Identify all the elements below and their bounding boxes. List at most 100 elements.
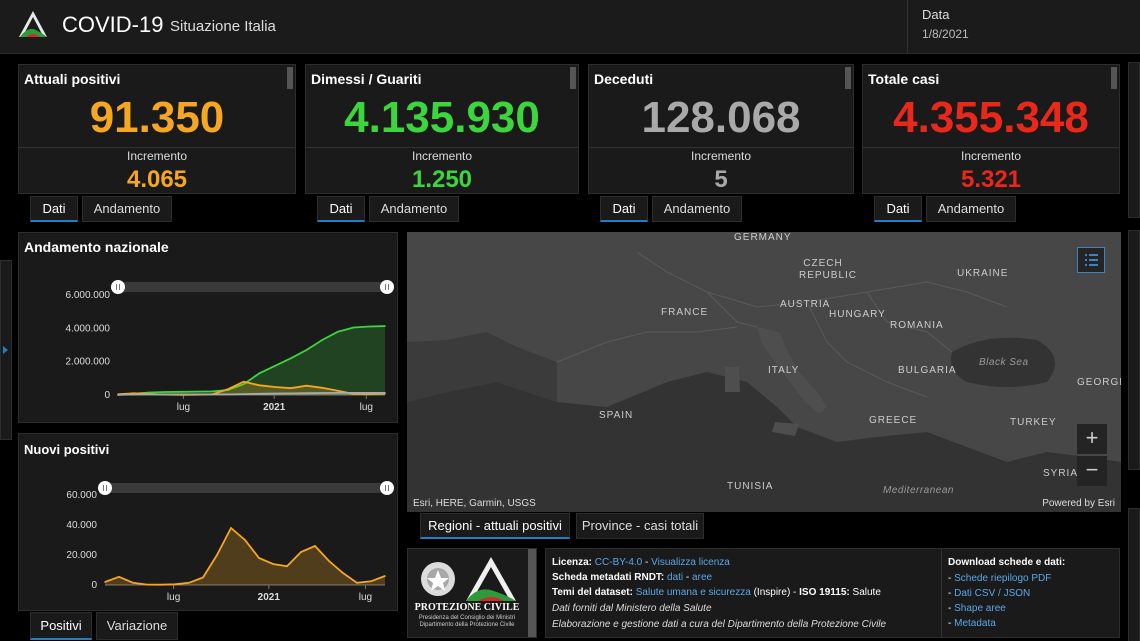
x-tick-label: lug bbox=[177, 402, 190, 413]
data-point bbox=[289, 387, 292, 389]
series-line-0 bbox=[117, 325, 386, 396]
list-icon bbox=[1085, 254, 1098, 266]
y-tick-label: 6.000.000 bbox=[66, 290, 111, 301]
card-value: 4.355.348 bbox=[893, 93, 1089, 142]
data-point bbox=[132, 393, 135, 396]
card-scrollbar[interactable] bbox=[287, 67, 293, 89]
tab-regioni[interactable]: Regioni - attuali positivi bbox=[420, 513, 570, 539]
zoom-out-button[interactable]: − bbox=[1077, 456, 1107, 486]
card-increment-value: 5 bbox=[714, 166, 728, 193]
tab-province[interactable]: Province - casi totali bbox=[576, 513, 704, 539]
map-tabs: Regioni - attuali positivi Province - ca… bbox=[420, 513, 710, 539]
data-point bbox=[289, 357, 292, 360]
data-point bbox=[180, 393, 182, 396]
chart-andamento-nazionale[interactable]: 6.000.000 4.000.000 2.000.000 0 lug 2021 lug bbox=[19, 233, 399, 424]
right-panel-top bbox=[1128, 62, 1140, 218]
y-tick-label: 60.000 bbox=[66, 490, 97, 501]
chart-nuovi-positivi[interactable]: 60.000 40.000 20.000 0 lug 2021 lug bbox=[19, 434, 399, 612]
card-divider bbox=[589, 147, 853, 148]
tab-dati[interactable]: Dati bbox=[874, 196, 922, 222]
card-divider bbox=[306, 147, 578, 148]
metadata-aree-link[interactable]: aree bbox=[692, 572, 713, 583]
download-pdf-link[interactable]: Schede riepilogo PDF bbox=[954, 573, 1052, 584]
y-tick-label: 40.000 bbox=[66, 520, 97, 531]
tab-andamento[interactable]: Andamento bbox=[652, 196, 742, 222]
download-shape-link[interactable]: Shape aree bbox=[954, 603, 1006, 614]
data-point bbox=[321, 339, 323, 341]
download-metadata-link[interactable]: Metadata bbox=[954, 618, 996, 629]
card-title: Deceduti bbox=[594, 71, 654, 87]
y-tick-label: 0 bbox=[91, 580, 97, 591]
data-point bbox=[384, 325, 386, 327]
data-point bbox=[258, 384, 261, 387]
license-line: Licenza: CC-BY-4.0 - Visualizza licenza bbox=[552, 557, 730, 568]
card-title: Totale casi bbox=[868, 71, 940, 87]
card-tabs-attuali: Dati Andamento bbox=[30, 196, 172, 222]
card-scrollbar[interactable] bbox=[1111, 67, 1117, 89]
license-link[interactable]: CC-BY-4.0 bbox=[594, 557, 643, 568]
data-point bbox=[146, 583, 148, 586]
data-point bbox=[242, 393, 245, 395]
card-value: 4.135.930 bbox=[344, 93, 540, 142]
data-point bbox=[274, 392, 276, 395]
tab-andamento[interactable]: Andamento bbox=[82, 196, 172, 222]
themes-link[interactable]: Salute umana e sicurezza bbox=[635, 587, 751, 598]
data-point bbox=[160, 583, 162, 586]
tab-positivi[interactable]: Positivi bbox=[30, 612, 92, 640]
panel-andamento-nazionale: Andamento nazionale 6.000.000 4.000.000 2.… bbox=[18, 232, 398, 423]
legend-button[interactable] bbox=[1077, 247, 1105, 273]
card-increment-value: 4.065 bbox=[126, 166, 188, 193]
card-scrollbar[interactable] bbox=[845, 67, 851, 89]
card-increment-label: Incremento bbox=[690, 149, 752, 163]
data-point bbox=[352, 326, 355, 329]
metadata-dati-link[interactable]: dati bbox=[667, 572, 684, 583]
data-point bbox=[118, 575, 120, 578]
iso-label: ISO 19115: bbox=[799, 587, 850, 598]
elaboration-text: Elaborazione e gestione dati a cura del … bbox=[552, 619, 887, 630]
view-license-link[interactable]: Visualizza licenza bbox=[651, 557, 730, 568]
data-point bbox=[272, 563, 274, 565]
data-point bbox=[195, 393, 198, 396]
themes-inspire: (Inspire) - bbox=[753, 587, 800, 598]
data-point bbox=[230, 527, 232, 529]
tab-dati[interactable]: Dati bbox=[600, 196, 648, 222]
map-label-italy: ITALY bbox=[768, 365, 800, 376]
tab-andamento[interactable]: Andamento bbox=[369, 196, 459, 222]
protezione-civile-sub: Presidenza del Consiglio dei Ministri Di… bbox=[418, 615, 516, 628]
data-point bbox=[104, 581, 106, 583]
map-basemap bbox=[407, 232, 1121, 512]
download-item: - Schede riepilogo PDF bbox=[948, 573, 1052, 584]
data-point bbox=[244, 539, 246, 541]
download-item: - Shape aree bbox=[948, 603, 1006, 614]
themes-label: Temi del dataset: bbox=[552, 587, 633, 598]
data-point bbox=[368, 325, 371, 328]
map-label-georgia: GEORGI bbox=[1077, 377, 1121, 388]
card-increment-value: 5.321 bbox=[960, 166, 1022, 193]
map-view[interactable]: GERMANY CZECH REPUBLIC UKRAINE FRANCE AU… bbox=[407, 232, 1121, 512]
data-point bbox=[202, 576, 204, 579]
y-tick-label: 20.000 bbox=[66, 550, 97, 561]
y-tick-label: 4.000.000 bbox=[66, 323, 111, 334]
tab-andamento[interactable]: Andamento bbox=[926, 196, 1016, 222]
x-tick-label: 2021 bbox=[263, 402, 286, 413]
data-point bbox=[188, 581, 190, 584]
download-csv-link[interactable]: Dati CSV / JSON bbox=[954, 588, 1031, 599]
download-item: - Dati CSV / JSON bbox=[948, 588, 1031, 599]
data-point bbox=[227, 393, 229, 396]
card-scrollbar[interactable] bbox=[570, 67, 576, 89]
tab-dati[interactable]: Dati bbox=[317, 196, 365, 222]
data-point bbox=[258, 557, 260, 559]
chart-title: Nuovi positivi bbox=[24, 442, 110, 457]
protezione-civile-logo bbox=[19, 11, 47, 37]
tab-variazione[interactable]: Variazione bbox=[96, 612, 178, 640]
zoom-in-button[interactable]: + bbox=[1077, 424, 1107, 454]
side-panel-toggle[interactable] bbox=[0, 260, 12, 440]
chart-title: Andamento nazionale bbox=[24, 239, 169, 255]
card-divider bbox=[19, 147, 295, 148]
powered-by-esri-link[interactable]: Powered by Esri bbox=[1042, 498, 1115, 509]
tab-dati[interactable]: Dati bbox=[30, 196, 78, 222]
data-point bbox=[305, 392, 308, 394]
data-point bbox=[384, 392, 386, 394]
y-tick-label: 2.000.000 bbox=[66, 357, 111, 368]
pc-scrollbar[interactable] bbox=[528, 549, 536, 637]
